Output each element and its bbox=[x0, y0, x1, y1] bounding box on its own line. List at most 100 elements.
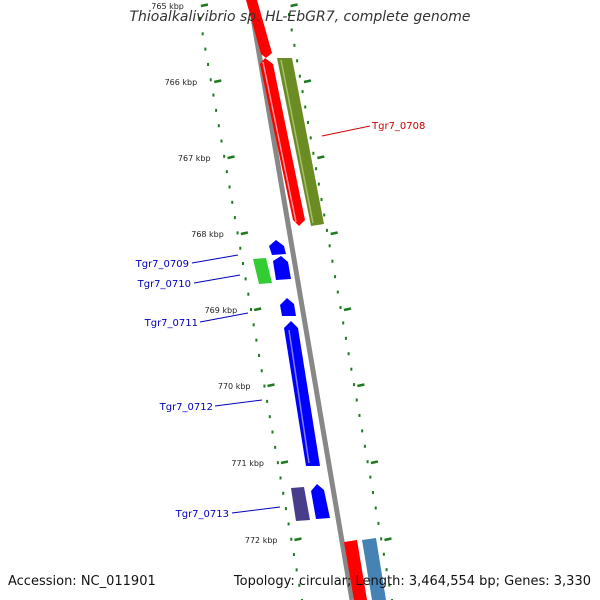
tick-dot bbox=[217, 124, 220, 128]
tick-label: 765 kbp bbox=[151, 2, 184, 11]
tick-dot bbox=[284, 507, 287, 511]
tick-mark-left bbox=[240, 231, 249, 236]
tick-dot bbox=[366, 460, 369, 464]
tick-dot bbox=[244, 277, 247, 281]
gene-red-long-shine bbox=[262, 61, 297, 223]
gene-red-bottom[interactable] bbox=[344, 540, 367, 600]
tick-label: 768 kbp bbox=[191, 230, 224, 239]
gene-label[interactable]: Tgr7_0711 bbox=[144, 318, 198, 329]
gene-label[interactable]: Tgr7_0708 bbox=[371, 121, 425, 132]
gene-purple-0713[interactable] bbox=[291, 487, 310, 521]
gene-steelblue-bottom[interactable] bbox=[362, 538, 386, 600]
tick-dot-tracks bbox=[199, 13, 393, 600]
tick-dot bbox=[255, 338, 258, 342]
tick-dot bbox=[293, 43, 296, 47]
tick-dot bbox=[250, 308, 252, 311]
gene-green-0710[interactable] bbox=[253, 258, 272, 284]
tick-dot bbox=[382, 552, 385, 556]
tick-dot bbox=[295, 568, 298, 572]
tick-dot bbox=[342, 321, 345, 325]
tick-mark-right bbox=[343, 307, 352, 312]
tick-dot bbox=[358, 413, 361, 417]
tick-dot bbox=[258, 353, 261, 357]
tick-dot bbox=[312, 151, 315, 155]
tick-dot bbox=[331, 259, 334, 263]
tick-dot bbox=[233, 216, 236, 220]
tick-dot bbox=[380, 537, 383, 541]
tick-mark-left bbox=[200, 3, 209, 8]
tick-mark-right bbox=[357, 383, 365, 388]
tick-dot bbox=[325, 228, 328, 232]
tick-dot bbox=[236, 231, 239, 235]
tick-dot bbox=[260, 369, 263, 373]
gene-labels: Tgr7_0708 Tgr7_0709 Tgr7_0710 Tgr7_0711 Tgr7… bbox=[135, 121, 426, 520]
gene-label[interactable]: Tgr7_0709 bbox=[135, 259, 189, 270]
tick-dot bbox=[204, 47, 207, 51]
tick-dot bbox=[252, 323, 255, 327]
tick-dot bbox=[220, 139, 223, 143]
tick-dot bbox=[320, 198, 323, 202]
tick-dot bbox=[353, 383, 356, 387]
tick-dot bbox=[317, 182, 320, 186]
tick-mark-left bbox=[213, 79, 222, 84]
tick-label: 771 kbp bbox=[231, 459, 264, 468]
tick-mark-left bbox=[253, 307, 262, 312]
tick-dot bbox=[298, 74, 301, 78]
gene-blue-0710b[interactable] bbox=[273, 256, 291, 280]
tick-dot bbox=[201, 32, 204, 36]
tick-dot bbox=[288, 13, 290, 16]
tick-mark-right bbox=[330, 231, 338, 236]
tick-dot bbox=[263, 384, 266, 388]
tick-dot bbox=[228, 185, 231, 189]
tick-dot bbox=[388, 583, 391, 587]
tick-label: 769 kbp bbox=[205, 306, 238, 315]
genome-summary-text: Topology: circular; Length: 3,464,554 bp… bbox=[233, 574, 591, 589]
gene-blue-0712-shine bbox=[288, 329, 310, 464]
gene-olive-shine bbox=[280, 59, 314, 224]
tick-dot bbox=[290, 28, 293, 32]
tick-mark-right bbox=[290, 3, 298, 8]
tick-dot bbox=[207, 62, 210, 66]
tick-dot bbox=[304, 105, 307, 109]
tick-dot bbox=[369, 475, 372, 479]
tick-dot bbox=[268, 415, 271, 419]
tick-dot bbox=[306, 120, 309, 124]
tick-dot bbox=[363, 444, 366, 448]
gene-label[interactable]: Tgr7_0713 bbox=[175, 509, 229, 520]
tick-dot bbox=[323, 213, 326, 217]
tick-mark-right bbox=[317, 155, 325, 160]
tick-mark-left bbox=[280, 460, 289, 465]
tick-dot bbox=[301, 90, 304, 94]
tick-label: 772 kbp bbox=[245, 536, 278, 545]
tick-dot bbox=[296, 59, 299, 63]
tick-dot bbox=[282, 491, 285, 495]
tick-dot bbox=[374, 506, 377, 510]
tick-dot bbox=[231, 200, 234, 204]
tick-dot bbox=[199, 17, 201, 20]
kbp-ticks: 765 kbp 766 kbp 767 kbp 768 kbp 769 kbp 770 k… bbox=[151, 2, 392, 545]
tick-dot bbox=[336, 290, 339, 294]
tick-dot bbox=[212, 93, 215, 97]
tick-dot bbox=[223, 154, 226, 158]
tick-mark-left bbox=[294, 537, 302, 542]
gene-red-top[interactable] bbox=[246, 0, 272, 58]
tick-label: 767 kbp bbox=[178, 154, 211, 163]
tick-dot bbox=[215, 108, 218, 112]
gene-label[interactable]: Tgr7_0710 bbox=[137, 279, 191, 290]
gene-blue-0711[interactable] bbox=[280, 298, 296, 316]
genome-backbone bbox=[247, 0, 355, 600]
tick-mark-left bbox=[227, 155, 235, 160]
tick-dot bbox=[339, 306, 342, 309]
gene-blue-0713b[interactable] bbox=[311, 484, 330, 519]
tick-dot bbox=[385, 568, 388, 572]
tick-dot bbox=[239, 246, 242, 250]
tick-dot bbox=[315, 167, 318, 171]
gene-blue-0709[interactable] bbox=[269, 240, 286, 255]
tick-dot bbox=[247, 292, 250, 296]
tick-dot bbox=[276, 461, 279, 465]
tick-dot bbox=[298, 583, 301, 587]
tick-dot bbox=[266, 399, 269, 403]
gene-label[interactable]: Tgr7_0712 bbox=[159, 402, 213, 413]
tick-dot bbox=[328, 244, 331, 248]
